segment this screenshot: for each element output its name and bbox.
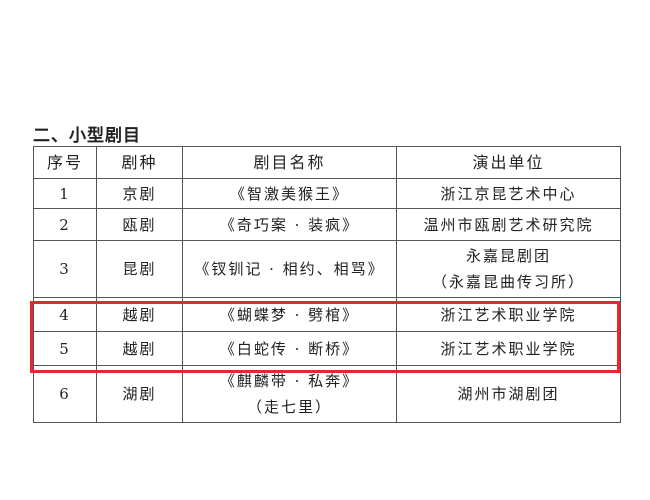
cell-title: 《钗钏记 · 相约、相骂》 [182,240,397,298]
table-row: 5 越剧 《白蛇传 · 断桥》 浙江艺术职业学院 [33,331,621,366]
cell-no: 3 [33,240,97,298]
header-no: 序号 [33,146,97,179]
header-title: 剧目名称 [182,146,397,179]
cell-genre: 瓯剧 [96,208,183,241]
cell-title: 《智激美猴王》 [182,178,397,209]
cell-no: 2 [33,208,97,241]
table-row: 3 昆剧 《钗钏记 · 相约、相骂》 永嘉昆剧团 （永嘉昆曲传习所） [33,240,621,298]
cell-no: 5 [33,331,97,366]
table-row: 4 越剧 《蝴蝶梦 · 劈棺》 浙江艺术职业学院 [33,297,621,332]
cell-unit: 永嘉昆剧团 （永嘉昆曲传习所） [396,240,621,298]
cell-unit: 浙江京昆艺术中心 [396,178,621,209]
cell-title: 《蝴蝶梦 · 劈棺》 [182,297,397,332]
cell-genre: 越剧 [96,331,183,366]
cell-genre: 京剧 [96,178,183,209]
cell-unit: 浙江艺术职业学院 [396,297,621,332]
cell-no: 6 [33,365,97,423]
cell-unit: 浙江艺术职业学院 [396,331,621,366]
cell-genre: 越剧 [96,297,183,332]
title-line: 《麒麟带 · 私奔》 [219,372,360,390]
section-heading: 二、小型剧目 [33,126,141,146]
cell-no: 4 [33,297,97,332]
unit-line: （永嘉昆曲传习所） [431,273,585,291]
cell-genre: 昆剧 [96,240,183,298]
header-genre: 剧种 [96,146,183,179]
cell-genre: 湖剧 [96,365,183,423]
cell-title: 《奇巧案 · 装疯》 [182,208,397,241]
cell-unit: 湖州市湖剧团 [396,365,621,423]
cell-title: 《麒麟带 · 私奔》 （走七里） [182,365,397,423]
cell-unit: 温州市瓯剧艺术研究院 [396,208,621,241]
unit-line: 永嘉昆剧团 [465,247,551,265]
table-header-row: 序号 剧种 剧目名称 演出单位 [33,146,621,179]
header-unit: 演出单位 [396,146,621,179]
cell-title: 《白蛇传 · 断桥》 [182,331,397,366]
cell-no: 1 [33,178,97,209]
table-row: 2 瓯剧 《奇巧案 · 装疯》 温州市瓯剧艺术研究院 [33,208,621,241]
small-repertoire-table: 序号 剧种 剧目名称 演出单位 1 京剧 《智激美猴王》 浙江京昆艺术中心 2 … [33,146,621,423]
table-row: 6 湖剧 《麒麟带 · 私奔》 （走七里） 湖州市湖剧团 [33,365,621,423]
table-row: 1 京剧 《智激美猴王》 浙江京昆艺术中心 [33,178,621,209]
title-line: （走七里） [246,398,332,416]
